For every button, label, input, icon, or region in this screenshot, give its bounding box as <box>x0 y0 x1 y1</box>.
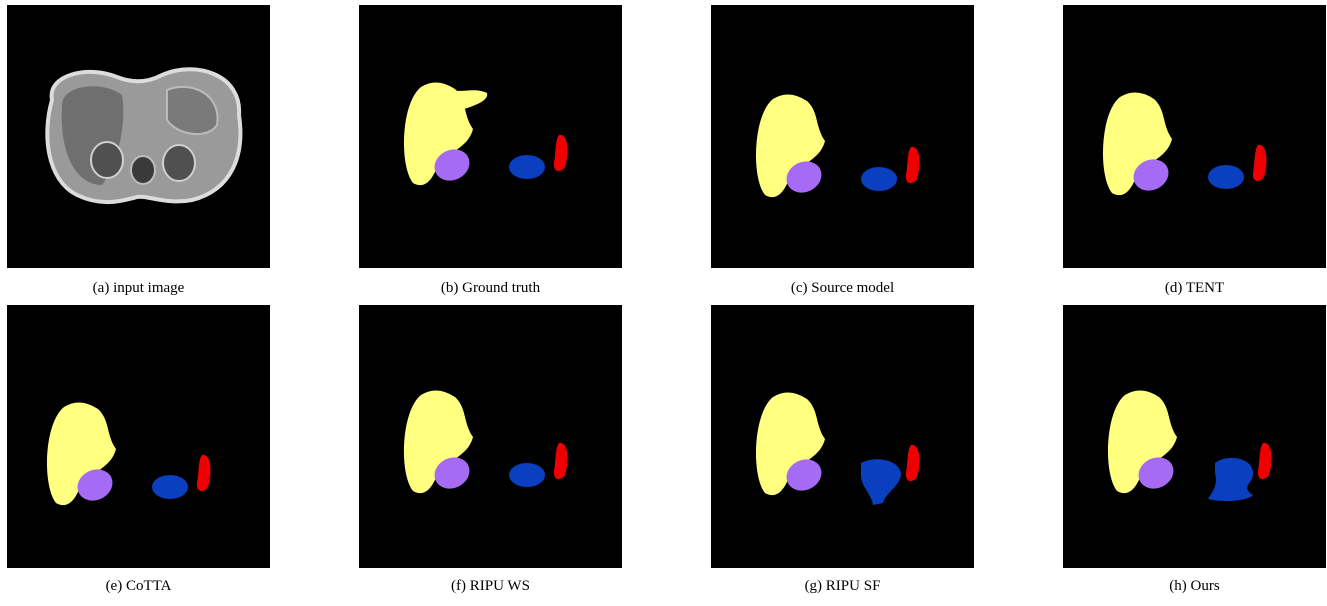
kidney-mask <box>1208 165 1244 189</box>
caption: (e) CoTTA <box>106 578 172 594</box>
caption: (a) input image <box>93 280 185 296</box>
image-background <box>7 305 270 568</box>
caption: (d) TENT <box>1165 280 1224 296</box>
panel <box>7 5 270 268</box>
caption: (b) Ground truth <box>441 280 541 296</box>
image-background <box>711 5 974 268</box>
image-background <box>359 305 622 568</box>
panel <box>7 305 270 568</box>
kidney-mask <box>509 463 545 487</box>
panel <box>1063 5 1326 268</box>
caption: (f) RIPU WS <box>451 578 530 594</box>
kidney <box>163 145 195 181</box>
image-background <box>1063 305 1326 568</box>
caption: (g) RIPU SF <box>805 578 881 594</box>
kidney-mask <box>509 155 545 179</box>
panel <box>359 305 622 568</box>
kidney <box>91 142 123 178</box>
image-background <box>359 5 622 268</box>
image-background <box>711 305 974 568</box>
panel <box>711 5 974 268</box>
caption: (h) Ours <box>1169 578 1220 594</box>
spine <box>131 156 155 184</box>
panel <box>711 305 974 568</box>
caption: (c) Source model <box>791 280 894 296</box>
kidney-mask <box>152 475 188 499</box>
kidney-mask <box>861 167 897 191</box>
page: {"panels": [ {"caption": "(a) input imag… <box>0 0 1327 601</box>
figure: (a) input image (b) Ground truth (c) Sourc… <box>0 0 1327 601</box>
panel <box>1063 305 1326 568</box>
panel <box>359 5 622 268</box>
image-background <box>1063 5 1326 268</box>
